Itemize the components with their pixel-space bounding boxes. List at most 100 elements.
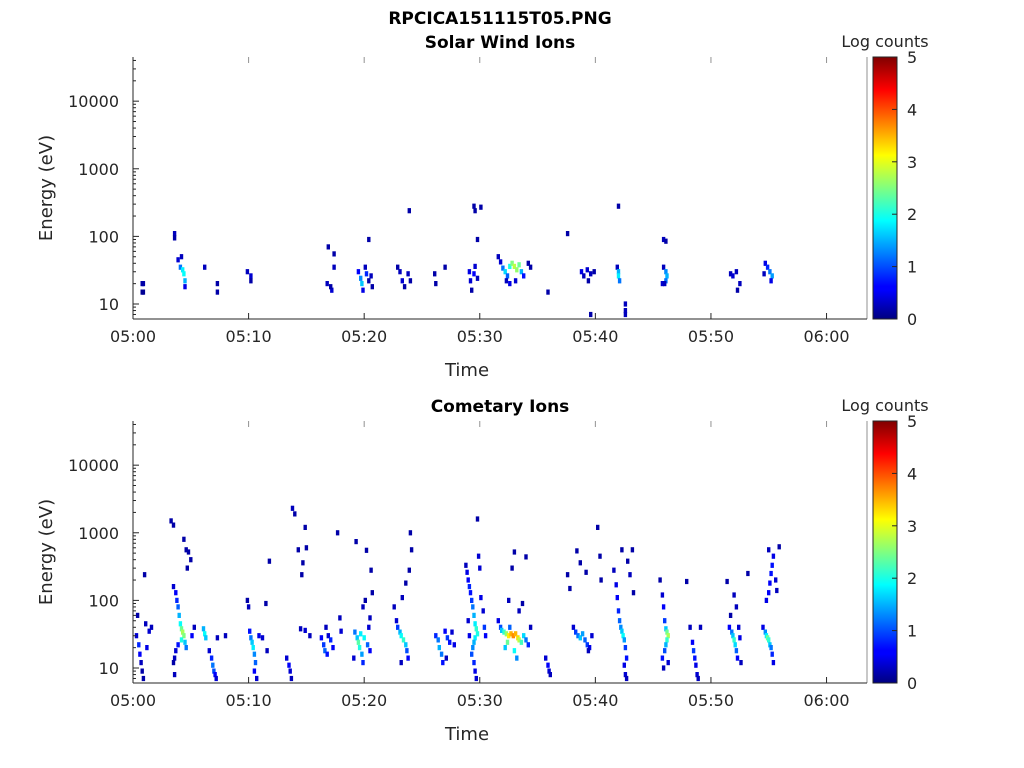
data-cell xyxy=(448,639,452,645)
data-cell xyxy=(308,633,312,639)
data-cell xyxy=(767,590,771,596)
data-cell xyxy=(171,660,176,666)
data-cell xyxy=(583,637,587,643)
data-cell xyxy=(664,626,668,632)
data-cell xyxy=(507,597,511,603)
data-cell xyxy=(245,269,250,275)
data-cell xyxy=(248,628,252,634)
data-cell xyxy=(171,584,176,590)
data-cell xyxy=(616,608,621,614)
data-cell xyxy=(319,635,324,641)
data-cell xyxy=(475,631,480,637)
data-cell xyxy=(211,662,215,668)
data-cell xyxy=(466,618,470,624)
data-cell xyxy=(661,264,666,270)
x-tick-label: 05:30 xyxy=(457,327,503,346)
data-cell xyxy=(580,631,585,637)
data-cell xyxy=(623,308,628,314)
data-cell xyxy=(409,547,414,553)
x-tick-label: 05:00 xyxy=(110,327,156,346)
data-cell xyxy=(769,278,773,284)
x-tick-label: 06:00 xyxy=(803,327,849,346)
data-cell xyxy=(368,648,372,654)
data-cell xyxy=(392,604,396,610)
data-cell xyxy=(357,645,362,651)
data-cell xyxy=(509,631,513,637)
x-tick-label: 05:10 xyxy=(226,327,272,346)
data-cell xyxy=(176,642,180,648)
data-cell xyxy=(189,557,193,563)
plot-area xyxy=(133,421,867,683)
data-cell xyxy=(464,562,468,568)
data-cell xyxy=(203,631,207,637)
data-cell xyxy=(768,269,772,275)
data-cell xyxy=(624,675,629,682)
data-cell xyxy=(139,660,143,666)
x-axis-label: Time xyxy=(444,360,489,381)
data-cell xyxy=(620,628,624,634)
colorbar xyxy=(872,420,898,684)
colorbar-tick-label: 2 xyxy=(907,205,917,224)
data-cell xyxy=(470,597,474,603)
data-cell xyxy=(352,655,356,661)
data-cell xyxy=(182,271,186,277)
colorbar-tick-label: 5 xyxy=(907,412,917,431)
data-cell xyxy=(468,590,473,596)
data-cell xyxy=(526,260,530,266)
data-cell xyxy=(732,592,736,598)
data-cell xyxy=(181,267,185,273)
data-cell xyxy=(624,655,629,661)
data-cell xyxy=(399,660,403,666)
data-cell xyxy=(406,271,410,277)
data-cell xyxy=(364,547,369,553)
data-cell xyxy=(400,278,404,284)
data-cell xyxy=(368,615,372,621)
data-cell xyxy=(565,231,570,237)
data-cell xyxy=(628,572,632,578)
data-cell xyxy=(394,618,399,624)
data-cell xyxy=(444,655,448,661)
data-cell xyxy=(330,287,334,293)
data-cell xyxy=(209,655,214,661)
data-cell xyxy=(473,263,477,269)
data-cell xyxy=(615,595,619,601)
data-cell xyxy=(474,626,478,632)
data-cell xyxy=(666,633,670,639)
data-cell xyxy=(473,208,477,214)
data-cell xyxy=(512,549,517,555)
data-cell xyxy=(289,675,294,682)
data-cell xyxy=(735,655,740,661)
data-cell xyxy=(329,284,333,290)
data-cell xyxy=(690,639,695,645)
y-tick-label: 1000 xyxy=(78,160,119,179)
data-cell xyxy=(526,642,530,648)
colorbar-tick-label: 3 xyxy=(907,517,917,536)
data-cell xyxy=(326,244,330,250)
data-cell xyxy=(471,604,475,610)
data-cell xyxy=(141,281,146,287)
data-cell xyxy=(465,569,469,575)
data-cell xyxy=(733,642,737,648)
data-cell xyxy=(176,604,180,610)
data-cell xyxy=(664,642,668,648)
y-tick-label: 100 xyxy=(88,591,119,610)
x-tick-label: 05:50 xyxy=(688,327,734,346)
data-cell xyxy=(691,648,696,654)
data-cell xyxy=(738,281,742,287)
data-cell xyxy=(528,264,533,270)
data-cell xyxy=(548,672,552,678)
data-cell xyxy=(482,624,487,630)
data-cell xyxy=(138,651,142,657)
data-cell xyxy=(615,264,619,270)
data-cell xyxy=(665,273,669,279)
data-cell xyxy=(325,281,329,287)
data-cell xyxy=(215,635,220,641)
data-cell xyxy=(172,672,177,678)
x-tick-label: 05:20 xyxy=(341,691,387,710)
data-cell xyxy=(578,635,582,641)
data-cell xyxy=(175,597,179,603)
data-cell xyxy=(619,624,623,630)
data-cell xyxy=(404,642,408,648)
data-cell xyxy=(528,624,533,630)
data-cell xyxy=(571,624,576,630)
